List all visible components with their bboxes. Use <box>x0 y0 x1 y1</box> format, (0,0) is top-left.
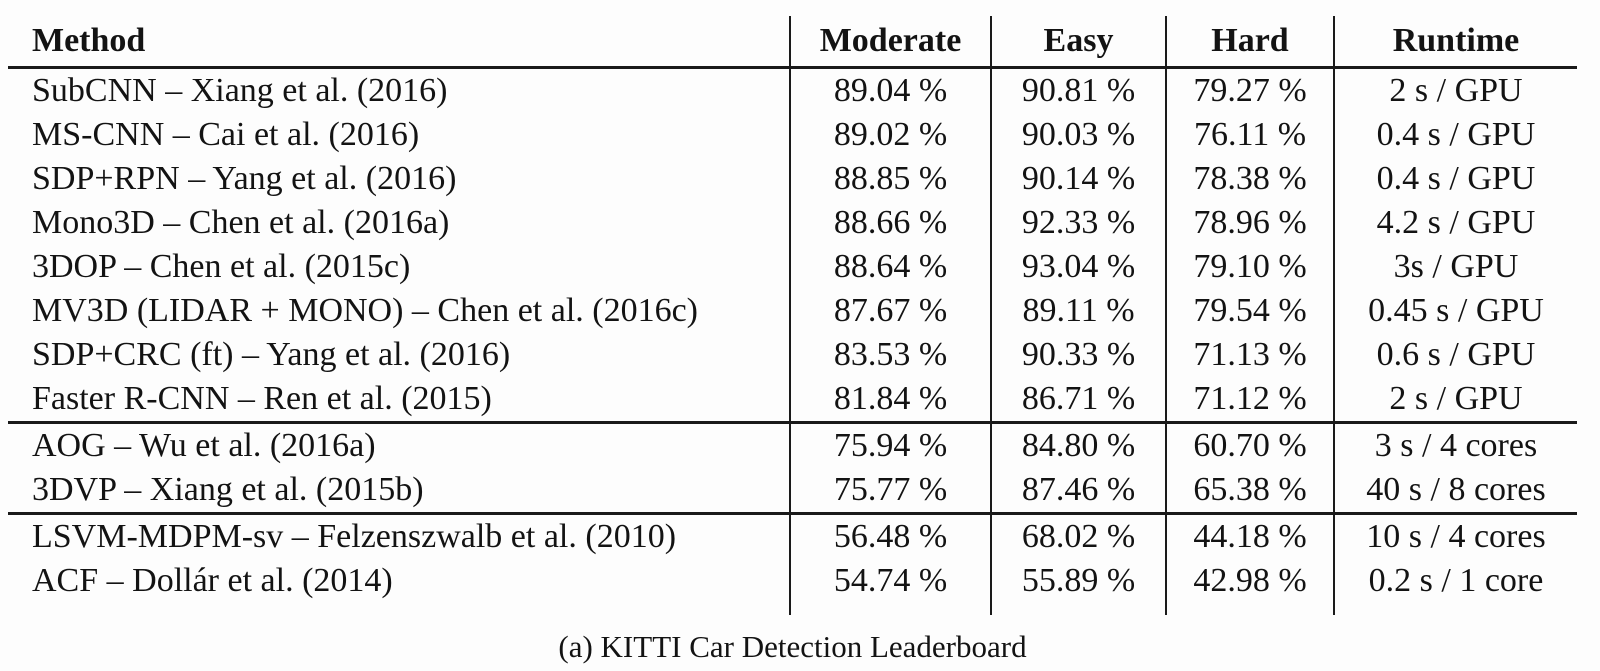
moderate-cell: 56.48 % <box>789 513 991 559</box>
table-row: ACF – Dollár et al. (2014) 54.74 % 55.89 %… <box>8 559 1577 603</box>
header-row: Method Moderate Easy Hard Runtime <box>8 16 1577 69</box>
runtime-cell: 0.2 s / 1 core <box>1333 559 1577 603</box>
moderate-cell: 88.66 % <box>789 201 991 245</box>
table-row: AOG – Wu et al. (2016a) 75.94 % 84.80 % 60.… <box>8 422 1577 468</box>
easy-cell: 93.04 % <box>990 245 1166 289</box>
column-header-moderate: Moderate <box>789 16 991 69</box>
spacer-cell <box>990 603 1166 615</box>
spacer-cell <box>1165 603 1334 615</box>
moderate-cell: 89.02 % <box>789 113 991 157</box>
moderate-cell: 88.85 % <box>789 157 991 201</box>
easy-cell: 90.81 % <box>990 67 1166 113</box>
column-header-easy: Easy <box>990 16 1166 69</box>
easy-cell: 87.46 % <box>990 468 1166 515</box>
moderate-cell: 75.94 % <box>789 422 991 468</box>
table-row: MS-CNN – Cai et al. (2016) 89.02 % 90.03 %… <box>8 113 1577 157</box>
method-cell: 3DVP – Xiang et al. (2015b) <box>8 468 790 515</box>
hard-cell: 79.54 % <box>1165 289 1334 333</box>
column-header-runtime: Runtime <box>1333 16 1577 69</box>
table-row: SDP+RPN – Yang et al. (2016) 88.85 % 90.14… <box>8 157 1577 201</box>
easy-cell: 84.80 % <box>990 422 1166 468</box>
spacer-cell <box>789 603 991 615</box>
runtime-cell: 2 s / GPU <box>1333 67 1577 113</box>
runtime-cell: 3s / GPU <box>1333 245 1577 289</box>
method-cell: AOG – Wu et al. (2016a) <box>32 427 376 464</box>
easy-cell: 55.89 % <box>990 559 1166 603</box>
method-cell: Mono3D – Chen et al. (2016a) <box>32 204 450 241</box>
hard-cell: 76.11 % <box>1165 113 1334 157</box>
runtime-cell: 0.4 s / GPU <box>1333 157 1577 201</box>
runtime-cell: 3 s / 4 cores <box>1333 422 1577 468</box>
moderate-cell: 88.64 % <box>789 245 991 289</box>
easy-cell: 92.33 % <box>990 201 1166 245</box>
easy-cell: 90.03 % <box>990 113 1166 157</box>
spacer-cell <box>1333 603 1577 615</box>
method-cell: Faster R-CNN – Ren et al. (2015) <box>8 377 790 424</box>
hard-cell: 71.13 % <box>1165 333 1334 377</box>
hard-cell: 71.12 % <box>1165 377 1334 424</box>
moderate-cell: 83.53 % <box>789 333 991 377</box>
method-cell: MS-CNN – Cai et al. (2016) <box>32 116 420 153</box>
table-row: Mono3D – Chen et al. (2016a) 88.66 % 92.33… <box>8 201 1577 245</box>
spacer-cell <box>8 603 790 615</box>
method-cell: 3DOP – Chen et al. (2015c) <box>32 248 411 285</box>
easy-cell: 90.14 % <box>990 157 1166 201</box>
runtime-cell: 0.6 s / GPU <box>1333 333 1577 377</box>
hard-cell: 78.96 % <box>1165 201 1334 245</box>
table-bottom-spacer <box>8 603 1577 615</box>
table-row: SDP+CRC (ft) – Yang et al. (2016) 83.53 %… <box>8 333 1577 377</box>
easy-cell: 90.33 % <box>990 333 1166 377</box>
moderate-cell: 89.04 % <box>789 67 991 113</box>
method-cell: SDP+CRC (ft) – Yang et al. (2016) <box>32 336 511 373</box>
figure-caption: (a) KITTI Car Detection Leaderboard <box>558 629 1027 664</box>
table-body: SubCNN – Xiang et al. (2016) 89.04 % 90.81… <box>8 67 1577 615</box>
runtime-cell: 4.2 s / GPU <box>1333 201 1577 245</box>
column-header-method: Method <box>8 16 790 69</box>
hard-cell: 42.98 % <box>1165 559 1334 603</box>
table-row: 3DVP – Xiang et al. (2015b) 75.77 % 87.46 … <box>8 468 1577 515</box>
kitti-leaderboard-figure: Method Moderate Easy Hard Runtime SubCNN – X… <box>0 16 1600 671</box>
hard-cell: 60.70 % <box>1165 422 1334 468</box>
method-cell: SubCNN – Xiang et al. (2016) <box>32 72 448 109</box>
hard-cell: 44.18 % <box>1165 513 1334 559</box>
column-header-hard: Hard <box>1165 16 1334 69</box>
runtime-cell: 10 s / 4 cores <box>1333 513 1577 559</box>
runtime-cell: 0.4 s / GPU <box>1333 113 1577 157</box>
method-cell: MV3D (LIDAR + MONO) – Chen et al. (2016c… <box>32 292 699 329</box>
moderate-cell: 81.84 % <box>789 377 991 424</box>
method-cell: ACF – Dollár et al. (2014) <box>32 562 393 599</box>
table-row: Faster R-CNN – Ren et al. (2015) 81.84 % 8… <box>8 377 1577 424</box>
runtime-cell: 2 s / GPU <box>1333 377 1577 424</box>
table-row: MV3D (LIDAR + MONO) – Chen et al. (2016c… <box>8 289 1577 333</box>
table-row: SubCNN – Xiang et al. (2016) 89.04 % 90.81… <box>8 67 1577 113</box>
runtime-cell: 40 s / 8 cores <box>1333 468 1577 515</box>
hard-cell: 78.38 % <box>1165 157 1334 201</box>
hard-cell: 65.38 % <box>1165 468 1334 515</box>
moderate-cell: 75.77 % <box>789 468 991 515</box>
moderate-cell: 54.74 % <box>789 559 991 603</box>
method-cell: SDP+RPN – Yang et al. (2016) <box>32 160 457 197</box>
easy-cell: 86.71 % <box>990 377 1166 424</box>
easy-cell: 68.02 % <box>990 513 1166 559</box>
table-row: 3DOP – Chen et al. (2015c) 88.64 % 93.04 %… <box>8 245 1577 289</box>
runtime-cell: 0.45 s / GPU <box>1333 289 1577 333</box>
moderate-cell: 87.67 % <box>789 289 991 333</box>
easy-cell: 89.11 % <box>990 289 1166 333</box>
hard-cell: 79.10 % <box>1165 245 1334 289</box>
kitti-leaderboard-table: Method Moderate Easy Hard Runtime SubCNN – X… <box>8 16 1577 615</box>
method-cell: LSVM-MDPM-sv – Felzenszwalb et al. (2010… <box>32 518 677 555</box>
table-row: LSVM-MDPM-sv – Felzenszwalb et al. (2010… <box>8 513 1577 559</box>
hard-cell: 79.27 % <box>1165 67 1334 113</box>
